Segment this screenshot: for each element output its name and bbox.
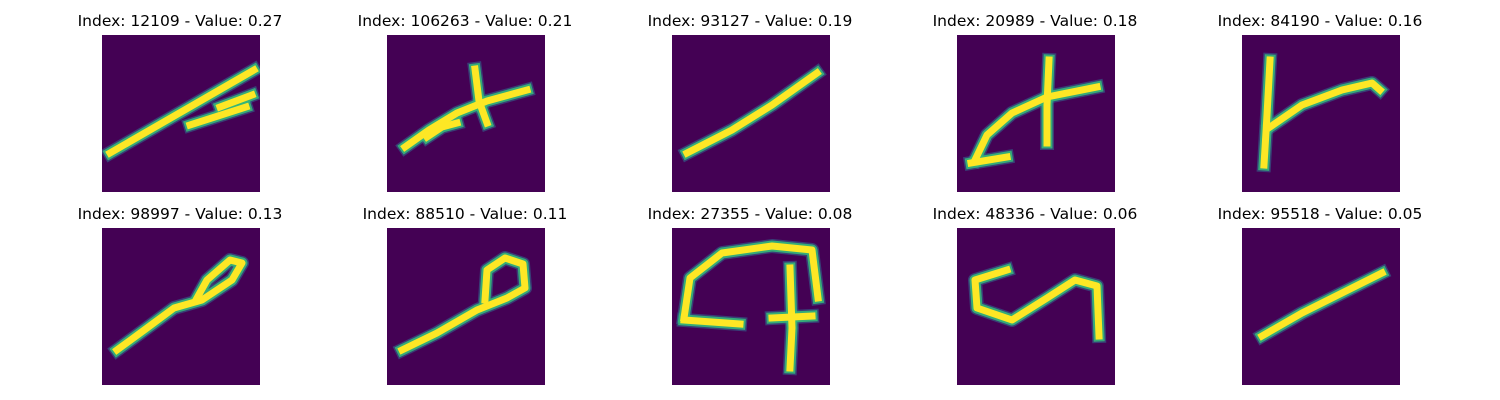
cell-title: Index: 95518 - Value: 0.05 [1217,205,1423,223]
cell-title: Index: 98997 - Value: 0.13 [77,205,283,223]
glyph-stroke [682,68,822,158]
glyph-stroke [112,256,246,355]
grid-cell: Index: 106263 - Value: 0.21 [315,0,615,192]
cell-title: Index: 20989 - Value: 0.18 [932,12,1138,30]
g-shaped-loop-icon [676,239,826,376]
glyph-stroke [680,242,822,322]
glyph-stroke [970,82,1102,165]
cell-title: Index: 88510 - Value: 0.11 [362,205,568,223]
short-diagonal-stroke-icon [1252,263,1392,346]
fish-shaped-stroke-icon [395,61,536,157]
glyph-stroke [1265,79,1385,132]
double-diagonal-lines-icon [102,60,260,163]
glyph-stroke [422,118,462,142]
cell-title: Index: 106263 - Value: 0.21 [357,12,573,30]
loop-on-diagonal-icon [107,253,249,360]
digit-thumbnail [387,35,545,192]
grid-cell: Index: 88510 - Value: 0.11 [315,193,615,385]
grid-cell: Index: 48336 - Value: 0.06 [885,193,1185,385]
glyph-stroke [680,316,744,328]
cell-title: Index: 27355 - Value: 0.08 [647,205,853,223]
digit-thumbnail [102,228,260,385]
balloon-loop-icon [392,251,532,360]
single-diagonal-line-icon [677,63,827,163]
digit-thumbnail [672,228,830,385]
digit-thumbnail [957,35,1115,192]
digit-thumbnail [102,35,260,192]
grid-cell: Index: 84190 - Value: 0.16 [1170,0,1470,192]
cell-title: Index: 12109 - Value: 0.27 [77,12,283,30]
glyph-stroke [185,102,251,130]
grid-cell: Index: 98997 - Value: 0.13 [30,193,330,385]
k-shaped-stroke-icon [1256,52,1390,173]
cell-title: Index: 93127 - Value: 0.19 [647,12,853,30]
glyph-stroke [215,90,257,112]
glyph-stroke [971,265,1103,340]
digit-thumbnail [957,228,1115,385]
grid-cell: Index: 95518 - Value: 0.05 [1170,193,1470,385]
glyph-stroke [1257,268,1387,341]
cross-over-curve-icon [962,52,1106,172]
cell-title: Index: 48336 - Value: 0.06 [932,205,1138,223]
glyph-stroke [786,264,796,372]
digit-thumbnail [1242,35,1400,192]
glyph-stroke [400,85,532,152]
grid-cell: Index: 27355 - Value: 0.08 [600,193,900,385]
digit-thumbnail [387,228,545,385]
cell-title: Index: 84190 - Value: 0.16 [1217,12,1423,30]
grid-cell: Index: 93127 - Value: 0.19 [600,0,900,192]
s-shaped-wave-icon [968,261,1107,344]
grid-cell: Index: 12109 - Value: 0.27 [30,0,330,192]
glyph-stroke [966,152,1012,168]
digit-thumbnail [672,35,830,192]
glyph-stroke [471,65,492,128]
glyph-stroke [394,252,531,358]
glyph-stroke [105,65,259,158]
glyph-stroke [397,254,529,355]
glyph-stroke [967,80,1104,168]
glyph-stroke [768,312,816,322]
digit-thumbnail [1242,228,1400,385]
glyph-stroke [1260,56,1274,169]
grid-cell: Index: 20989 - Value: 0.18 [885,0,1185,192]
glyph-stroke [1043,56,1053,147]
